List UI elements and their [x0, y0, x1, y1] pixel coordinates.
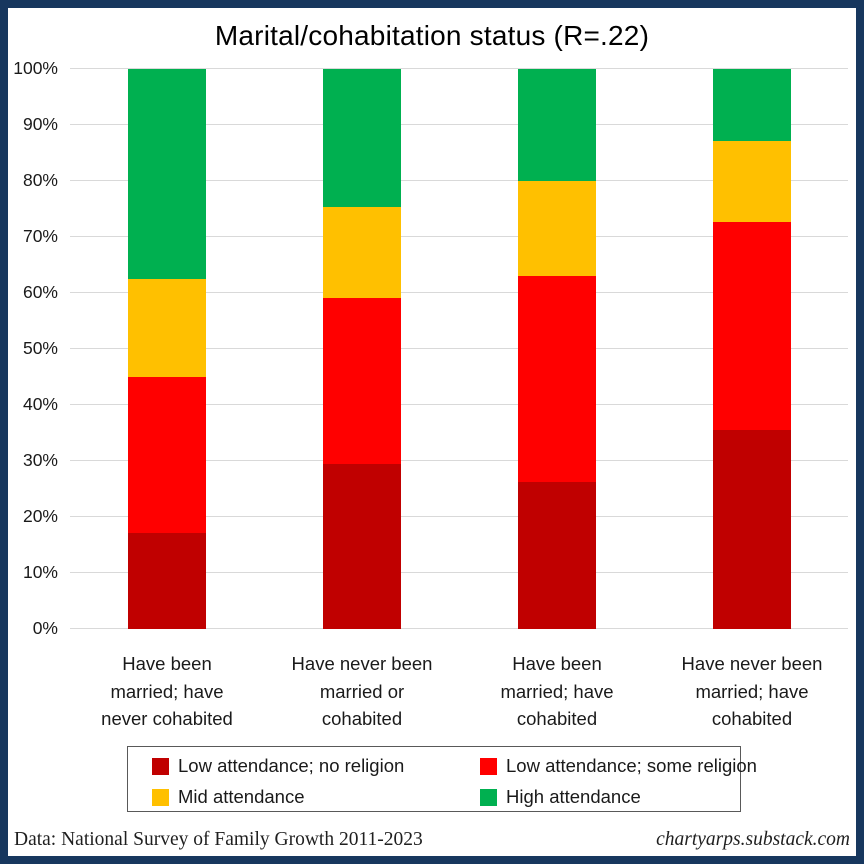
gridline: [70, 628, 848, 629]
category-label: Have never been married; have cohabited: [652, 650, 852, 733]
y-tick-label: 70%: [22, 226, 58, 246]
bar-segment: [323, 69, 401, 207]
gridline: [70, 572, 848, 573]
stacked-bar: [518, 69, 596, 629]
gridline: [70, 404, 848, 405]
category-label-line: Have never been: [291, 653, 433, 674]
category-label-line: cohabited: [321, 708, 403, 729]
bar-segment: [713, 221, 791, 431]
legend-item: High attendance: [480, 784, 641, 810]
bar-segment: [713, 430, 791, 629]
legend-swatch: [152, 788, 169, 806]
category-label: Have been married; have cohabited: [457, 650, 657, 733]
category-label: Have been married; have never cohabited: [67, 650, 267, 733]
legend-item: Low attendance; no religion: [152, 753, 404, 779]
bar-segment: [518, 69, 596, 182]
category-label-line: cohabited: [516, 708, 598, 729]
category-label-line: married; have: [695, 680, 809, 702]
category-label-line: married or: [319, 680, 405, 702]
category-label-line: married; have: [110, 680, 224, 702]
category-label-line: never cohabited: [101, 708, 233, 729]
category-label-line: Have been: [512, 653, 602, 674]
gridline: [70, 180, 848, 181]
legend-swatch: [152, 757, 169, 775]
gridline: [70, 68, 848, 69]
gridline: [70, 348, 848, 349]
legend-label: High attendance: [506, 786, 641, 807]
chart-title: Marital/cohabitation status (R=.22): [214, 20, 650, 51]
bar-segment: [128, 69, 206, 280]
y-tick-label: 30%: [22, 450, 58, 470]
category-label: Have never been married or cohabited: [262, 650, 462, 733]
category-label-line: cohabited: [711, 708, 793, 729]
legend-label: Mid attendance: [178, 786, 305, 807]
y-tick-label: 80%: [22, 170, 58, 190]
y-tick-label: 0%: [32, 618, 58, 638]
stacked-bar: [128, 69, 206, 629]
data-source-text: Data: National Survey of Family Growth 2…: [14, 829, 423, 850]
gridline: [70, 460, 848, 461]
y-tick-label: 60%: [22, 282, 58, 302]
plot-area: [70, 68, 848, 629]
site-credit-text: chartyarps.substack.com: [656, 829, 850, 850]
chart-canvas: 0% 10% 20% 30% 40% 50% 60% 70% 80% 90% 100% Have b…: [8, 8, 856, 856]
y-tick-label: 90%: [22, 114, 58, 134]
bar-segment: [128, 279, 206, 378]
bar-segment: [518, 181, 596, 277]
legend-label: Low attendance; no religion: [178, 755, 405, 776]
legend-swatch: [480, 757, 497, 775]
gridline: [70, 292, 848, 293]
category-label-line: Have never been: [681, 653, 823, 674]
y-tick-label: 20%: [22, 506, 58, 526]
bar-segment: [713, 69, 791, 141]
legend-swatch: [480, 788, 497, 806]
bar-segment: [323, 298, 401, 465]
stacked-bar: [713, 69, 791, 629]
category-label-line: Have been: [122, 653, 212, 674]
stacked-bar: [323, 69, 401, 629]
y-tick-label: 50%: [22, 338, 58, 358]
gridline: [70, 516, 848, 517]
bar-segment: [323, 206, 401, 299]
bar-segment: [518, 276, 596, 482]
y-tick-label: 10%: [22, 562, 58, 582]
legend-label: Low attendance; some religion: [506, 755, 757, 776]
bar-segment: [713, 140, 791, 222]
legend-box: Low attendance; no religion Low attendanc…: [127, 746, 757, 812]
bar-segment: [518, 481, 596, 629]
y-tick-label: 100%: [13, 58, 58, 78]
gridline: [70, 236, 848, 237]
legend-item: Mid attendance: [152, 784, 305, 810]
bar-segment: [128, 377, 206, 533]
category-label-line: married; have: [500, 680, 614, 702]
y-tick-label: 40%: [22, 394, 58, 414]
legend-item: Low attendance; some religion: [480, 753, 757, 779]
footer: Data: National Survey of Family Growth 2…: [14, 827, 850, 853]
gridline: [70, 124, 848, 125]
bar-segment: [323, 464, 401, 629]
bar-segment: [128, 532, 206, 629]
